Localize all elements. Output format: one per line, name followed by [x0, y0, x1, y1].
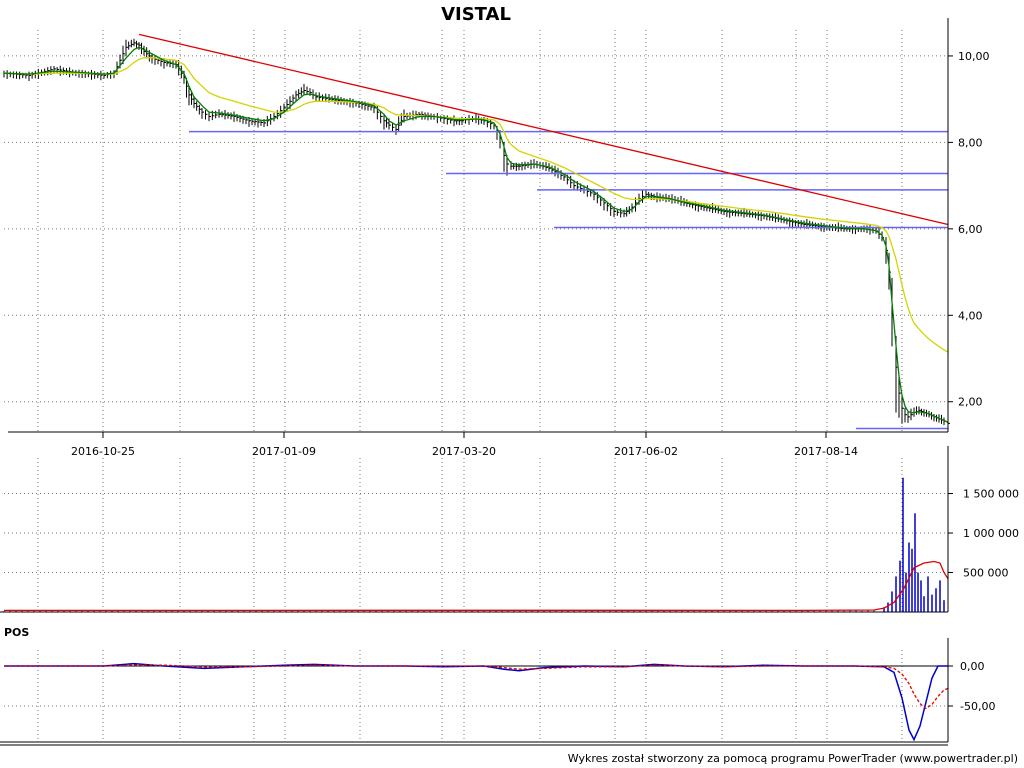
price-ytick-label: 6,00: [958, 223, 983, 236]
pos-panel: [4, 662, 949, 742]
pos-ytick-label: -50,00: [960, 700, 995, 713]
tick-labels: 10,00 8,00 6,00 4,00 2,00 1 500 000 1 000 000 5…: [71, 50, 1019, 713]
pos-ytick-label: 0,00: [960, 660, 985, 673]
pos-line: [4, 662, 948, 742]
chart-title: VISTAL: [441, 4, 511, 25]
price-panel: [3, 33, 950, 430]
price-ytick-label: 10,00: [958, 50, 990, 63]
price-ytick-label: 8,00: [958, 136, 983, 149]
footer-credit: Wykres został stworzony za pomocą progra…: [568, 752, 1018, 765]
volume-ytick-label: 1 000 000: [963, 527, 1019, 540]
ema-fast-line: [3, 46, 949, 424]
volume-panel: [3, 477, 949, 612]
volume-ytick-label: 1 500 000: [963, 488, 1019, 501]
volume-avg-line: [4, 560, 949, 612]
price-ytick-label: 4,00: [958, 309, 983, 322]
ema-slow-line: [3, 57, 949, 353]
xtick-label: 2017-03-20: [432, 445, 496, 458]
pos-signal-line: [4, 664, 949, 710]
pos-panel-label: POS: [4, 626, 29, 639]
price-ytick-label: 2,00: [958, 396, 983, 409]
trendline: [138, 33, 949, 226]
xtick-label: 2017-08-14: [794, 445, 858, 458]
chart-grid: [4, 30, 948, 742]
xtick-label: 2016-10-25: [71, 445, 135, 458]
xtick-label: 2017-01-09: [252, 445, 316, 458]
panel-frames: [0, 18, 953, 746]
volume-ytick-label: 500 000: [963, 567, 1009, 580]
xtick-label: 2017-06-02: [614, 445, 678, 458]
